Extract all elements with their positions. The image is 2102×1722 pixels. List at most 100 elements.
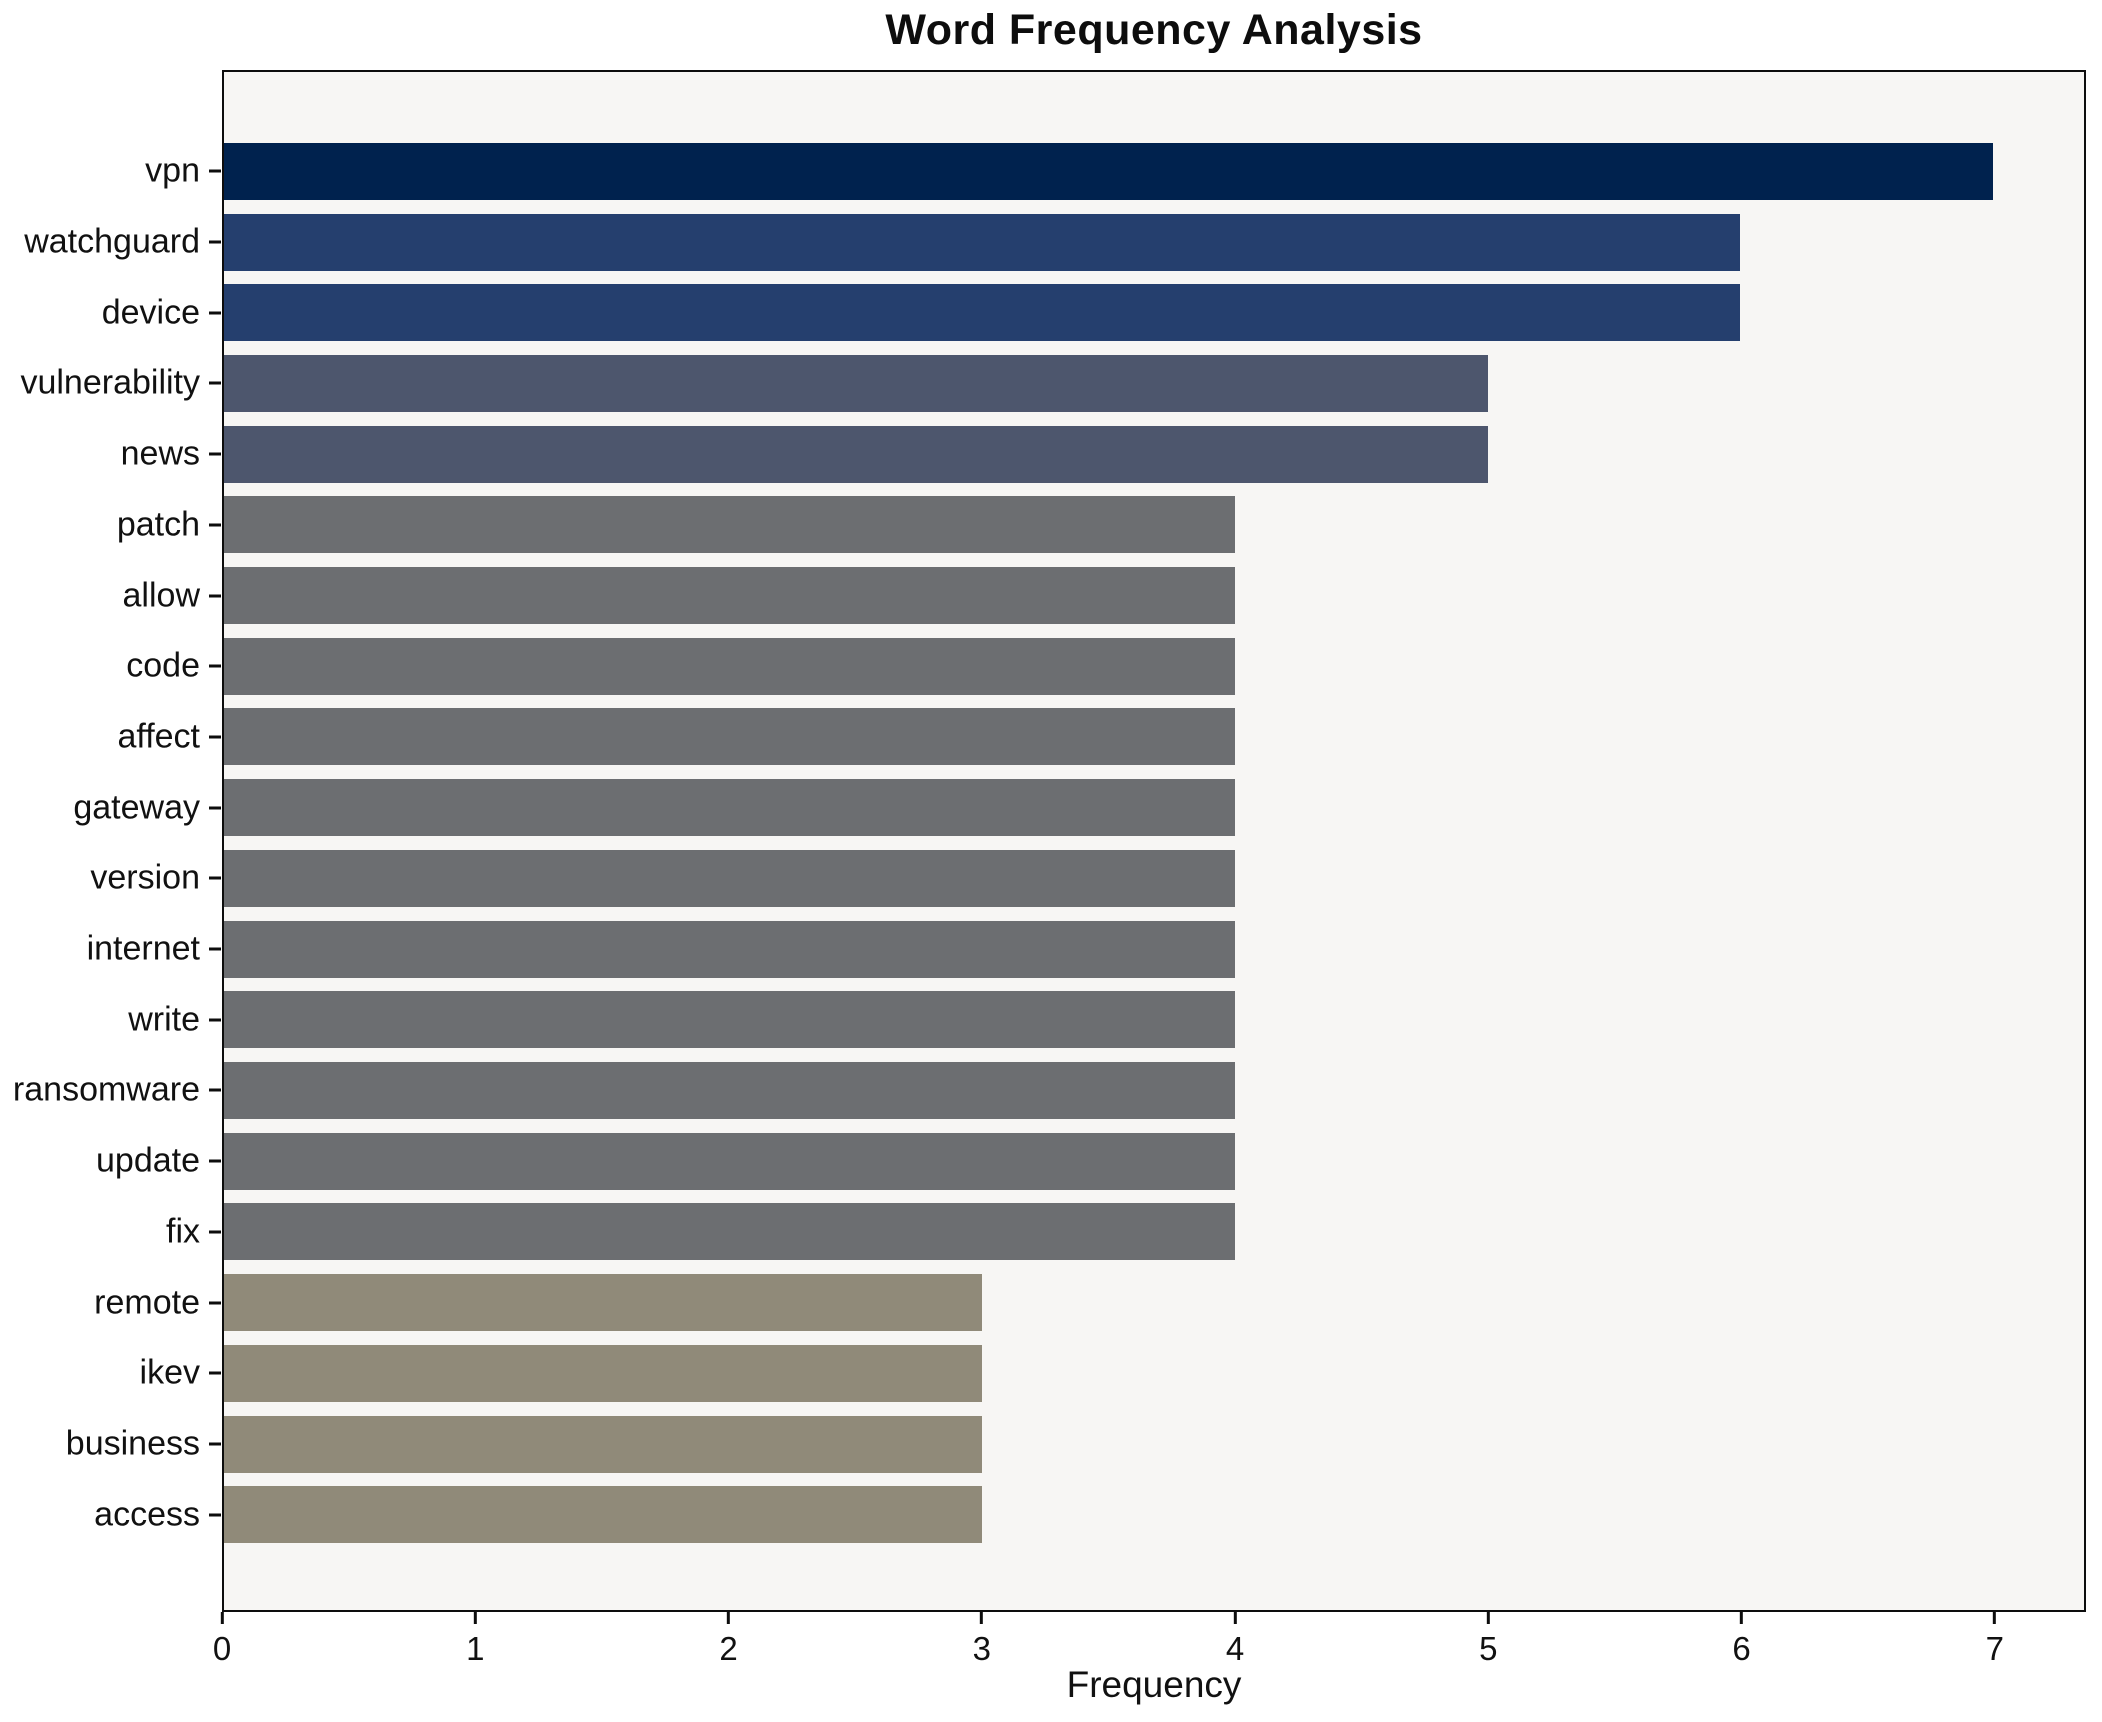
y-tick-label-affect: affect [117,717,200,756]
bar-device [224,284,1741,342]
y-tick-label-business: business [65,1424,200,1463]
x-tick-mark [220,1612,224,1624]
y-tick-label-vulnerability: vulnerability [20,363,200,402]
y-tick-label-code: code [126,646,200,685]
x-tick-1: 1 [466,1612,484,1668]
x-tick-mark [473,1612,477,1624]
bar-internet [224,920,1235,978]
bar-row: watchguard [24,207,2084,278]
bar-affect [224,708,1235,766]
x-tick-label: 0 [212,1630,232,1667]
bar-row: version [90,843,2084,914]
bar-row: business [66,1409,2084,1480]
y-tick-mark [209,594,221,598]
bar-allow [224,567,1235,625]
bar-row: fix [166,1197,2084,1268]
x-axis-label: Frequency [1066,1664,1242,1705]
bar-rows: vpn watchguard device vulnerability news patc… [13,136,2084,1550]
bar-vpn [224,142,1994,200]
y-tick-mark [209,1230,221,1234]
bar-row: news [121,419,2084,490]
bar-ransomware [224,1061,1235,1119]
y-tick-mark [209,311,221,315]
y-tick-label-version: version [90,858,200,897]
bar-row: ransomware [13,1055,2084,1126]
y-tick-label-update: update [96,1141,200,1180]
x-tick-label: 2 [719,1630,738,1667]
bar-row: allow [123,560,2084,631]
bar-remote [224,1274,983,1332]
bar-row: write [128,984,2084,1055]
x-tick-label: 6 [1732,1630,1751,1667]
x-tick-6: 6 [1732,1612,1751,1668]
x-tick-label: 7 [1985,1630,2004,1667]
x-tick-mark [1233,1612,1237,1624]
y-tick-mark [209,876,221,880]
y-tick-mark [209,806,221,810]
y-tick-label-watchguard: watchguard [24,222,200,261]
x-tick-mark [1993,1612,1997,1624]
y-tick-mark [209,1088,221,1092]
bar-vulnerability [224,354,1488,412]
bar-news [224,425,1488,483]
x-tick-7: 7 [1986,1612,2004,1668]
y-tick-mark [209,523,221,527]
y-tick-mark [209,735,221,739]
y-tick-mark [209,664,221,668]
y-tick-mark [209,1442,221,1446]
x-tick-4: 4 [1226,1612,1244,1668]
bar-row: internet [87,914,2084,985]
y-tick-label-access: access [94,1495,200,1534]
x-tick-5: 5 [1479,1612,1497,1668]
x-tick-label: 4 [1225,1630,1245,1667]
y-tick-label-ikev: ikev [139,1353,200,1392]
x-tick-label: 1 [466,1630,485,1667]
y-tick-label-internet: internet [86,929,200,968]
bar-row: gateway [73,772,2084,843]
x-tick-mark [1740,1612,1744,1624]
x-tick-mark [980,1612,984,1624]
x-axis: 0 1 2 3 4 5 6 7 [213,1612,2086,1672]
bar-code [224,637,1235,695]
bar-business [224,1415,983,1473]
plot-area: vpn watchguard device vulnerability news patc… [13,70,2086,1612]
x-tick-mark [1486,1612,1490,1624]
bar-row: vpn [145,136,2084,207]
bar-row: remote [94,1267,2084,1338]
y-tick-label-remote: remote [94,1283,200,1322]
bar-patch [224,496,1235,554]
x-tick-3: 3 [973,1612,991,1668]
bar-fix [224,1203,1235,1261]
bar-row: vulnerability [20,348,2084,419]
bar-watchguard [224,213,1741,271]
y-tick-mark [209,1018,221,1022]
bar-access [224,1486,983,1544]
y-tick-label-patch: patch [116,505,200,544]
bar-write [224,991,1235,1049]
chart-title: Word Frequency Analysis [885,6,1423,54]
y-tick-label-vpn: vpn [145,151,200,190]
x-tick-label: 3 [972,1630,991,1667]
x-tick-2: 2 [719,1612,738,1668]
y-tick-label-news: news [120,434,200,473]
x-tick-0: 0 [213,1612,231,1668]
y-tick-mark [209,381,221,385]
y-tick-label-fix: fix [166,1212,200,1251]
bar-update [224,1132,1235,1190]
bar-ikev [224,1344,983,1402]
bar-gateway [224,779,1235,837]
x-tick-mark [727,1612,731,1624]
y-tick-mark [209,1301,221,1305]
bar-version [224,849,1235,907]
y-tick-label-allow: allow [122,576,200,615]
y-tick-mark [209,1371,221,1375]
y-tick-label-gateway: gateway [73,788,200,827]
y-tick-mark [209,1513,221,1517]
bar-row: device [102,277,2084,348]
y-tick-mark [209,947,221,951]
bar-row: patch [117,490,2084,561]
y-tick-mark [209,169,221,173]
x-tick-label: 5 [1479,1630,1498,1667]
bar-row: affect [117,702,2084,773]
bar-row: update [96,1126,2084,1197]
